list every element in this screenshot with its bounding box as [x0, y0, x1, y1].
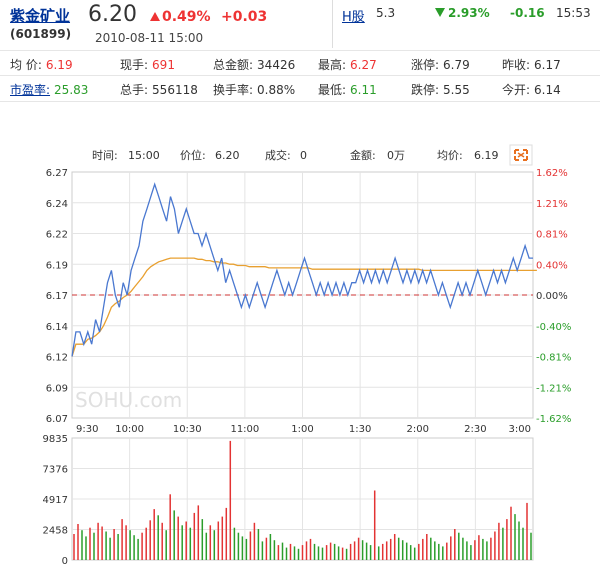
stat-high: 最高: 6.27	[318, 58, 377, 72]
stat-pe-ratio: 市盈率: 25.83	[10, 83, 89, 97]
stat-limit-down: 跌停: 5.55	[411, 83, 470, 97]
price-tick: 6.14	[46, 322, 68, 333]
stat-low: 最低: 6.11	[318, 83, 377, 97]
price-tick: 6.17	[46, 291, 68, 302]
info-deal: 0	[300, 149, 307, 162]
h-share-time: 15:53	[556, 6, 591, 20]
fullscreen-icon[interactable]	[509, 144, 533, 166]
stat-avg-price: 均 价: 6.19	[10, 58, 73, 72]
info-time-label: 时间:	[92, 149, 118, 162]
stat-limit-up: 涨停: 6.79	[411, 58, 470, 72]
h-share-change: -0.16	[510, 6, 545, 20]
price-axis-labels: 6.27 6.24 6.22 6.19 6.17 6.14 6.12 6.09 6.07	[46, 168, 68, 425]
time-tick: 1:30	[349, 424, 371, 435]
volume-bars	[73, 440, 532, 560]
time-tick: 2:00	[407, 424, 429, 435]
price-tick: 6.19	[46, 260, 68, 271]
stat-prev-close: 昨收: 6.17	[502, 58, 561, 72]
info-time: 15:00	[128, 149, 160, 162]
info-bar: 时间: 15:00 价位: 6.20 成交: 0 金额: 0万 均价: 6.19	[92, 148, 499, 162]
stock-name-link[interactable]: 紫金矿业	[10, 7, 71, 25]
stats-row-1: 均 价: 6.19 现手: 691 总金额: 34426 最高: 6.27 涨停: 6.7…	[0, 50, 600, 76]
stat-total-amount: 总金额: 34426	[213, 58, 296, 72]
price-tick: 6.27	[46, 168, 68, 179]
change-percent: 0.49%	[150, 9, 211, 25]
time-tick: 9:30	[76, 424, 98, 435]
price-tick: 6.12	[46, 353, 68, 364]
volume-axis-labels: 9835 7376 4917 2458 0	[43, 434, 68, 567]
volume-tick: 7376	[43, 465, 68, 476]
h-share-percent: 2.93%	[435, 6, 490, 20]
info-avg-label: 均价:	[437, 149, 463, 162]
percent-tick: -0.40%	[536, 322, 571, 333]
volume-tick: 0	[62, 556, 68, 567]
stat-turnover: 换手率: 0.88%	[213, 83, 296, 97]
avg-price-line	[71, 257, 537, 357]
percent-tick: -0.81%	[536, 353, 571, 364]
price-tick: 6.24	[46, 199, 68, 210]
percent-axis-labels: 1.62% 1.21% 0.81% 0.40% 0.00% -0.40% -0.81% -1.…	[536, 168, 571, 425]
change-amount: +0.03	[221, 9, 268, 25]
stat-open: 今开: 6.14	[502, 83, 561, 97]
info-price: 6.20	[215, 149, 240, 162]
volume-tick: 9835	[43, 434, 68, 445]
percent-tick: -1.62%	[536, 414, 571, 425]
time-tick: 3:00	[509, 424, 531, 435]
stats-row-2: 市盈率: 25.83 总手: 556118 换手率: 0.88% 最低: 6.11 跌停…	[0, 75, 600, 102]
quote-datetime: 2010-08-11 15:00	[95, 31, 204, 45]
volume-tick: 4917	[43, 495, 68, 506]
percent-tick: 0.81%	[536, 230, 568, 241]
time-tick: 11:00	[230, 424, 259, 435]
info-deal-label: 成交:	[265, 148, 291, 162]
pe-ratio-link[interactable]: 市盈率:	[10, 83, 51, 97]
quote-header: 紫金矿业 (601899) 6.20 0.49% +0.03 2010-08-1…	[0, 0, 600, 102]
intraday-chart: 时间: 15:00 价位: 6.20 成交: 0 金额: 0万 均价: 6.19…	[43, 144, 571, 567]
h-share-link[interactable]: H股	[342, 10, 365, 25]
info-price-label: 价位:	[180, 148, 206, 162]
volume-tick: 2458	[43, 526, 68, 537]
chart-grid	[71, 171, 534, 561]
price-tick: 6.09	[46, 383, 68, 394]
arrow-up-icon	[150, 12, 160, 21]
time-axis-labels: 9:30 10:00 10:30 11:00 1:00 1:30 2:00 2:30 3:00	[76, 424, 531, 435]
current-price: 6.20	[88, 2, 137, 27]
percent-tick: 1.62%	[536, 168, 568, 179]
stat-total-volume: 总手: 556118	[120, 83, 198, 97]
stat-last-volume: 现手: 691	[120, 58, 175, 72]
price-tick: 6.22	[46, 230, 68, 241]
time-tick: 2:30	[464, 424, 486, 435]
time-tick: 1:00	[291, 424, 313, 435]
h-share-price: 5.3	[376, 6, 396, 20]
percent-tick: -1.21%	[536, 383, 571, 394]
time-tick: 10:00	[115, 424, 144, 435]
watermark: SOHU.com	[75, 388, 182, 412]
percent-tick: 1.21%	[536, 199, 568, 210]
price-tick: 6.07	[46, 414, 68, 425]
header-divider	[332, 0, 333, 48]
time-tick: 10:30	[173, 424, 202, 435]
info-amount-label: 金额:	[350, 148, 376, 162]
info-avg: 6.19	[474, 149, 499, 162]
percent-tick: 0.40%	[536, 260, 568, 271]
stock-code: (601899)	[10, 27, 72, 41]
percent-tick: 0.00%	[536, 291, 568, 302]
price-line	[71, 182, 533, 357]
info-amount: 0万	[387, 149, 405, 162]
arrow-down-icon	[435, 8, 445, 17]
